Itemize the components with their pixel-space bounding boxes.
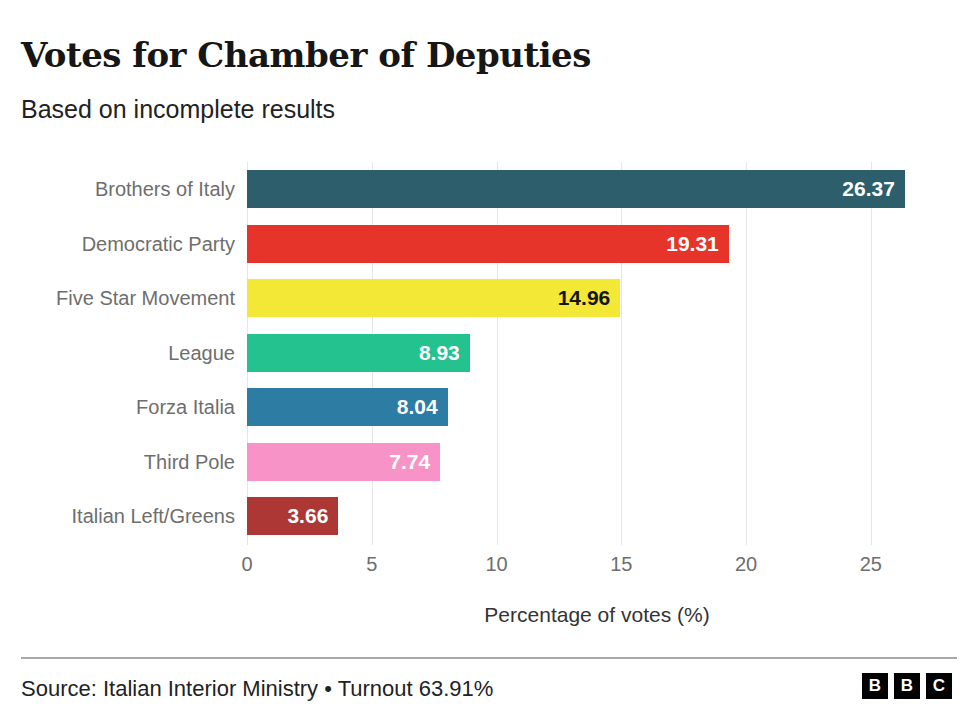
bar-value-label: 7.74 <box>389 450 440 474</box>
logo-letter-block: C <box>926 673 952 699</box>
category-label: Third Pole <box>0 443 235 481</box>
gridline <box>621 162 622 545</box>
category-label: Democratic Party <box>0 225 235 263</box>
x-tick-label: 5 <box>366 553 377 576</box>
bar: 19.31 <box>247 225 729 263</box>
bar: 3.66 <box>247 497 338 535</box>
source-text: Source: Italian Interior Ministry • Turn… <box>21 676 493 702</box>
bar: 8.04 <box>247 388 448 426</box>
gridline <box>746 162 747 545</box>
category-labels: Brothers of Italy Democratic Party Five St… <box>0 162 235 545</box>
chart-title: Votes for Chamber of Deputies <box>21 33 591 77</box>
plot-area: 26.37 19.31 14.96 8.93 8.04 7.74 3.66 <box>247 162 947 545</box>
x-axis-label: Percentage of votes (%) <box>247 603 947 627</box>
footer-divider <box>21 657 957 659</box>
category-label: Brothers of Italy <box>0 170 235 208</box>
x-tick-label: 0 <box>241 553 252 576</box>
chart-subtitle: Based on incomplete results <box>21 94 335 124</box>
x-tick-label: 10 <box>485 553 507 576</box>
category-label: Italian Left/Greens <box>0 497 235 535</box>
logo-letter-block: B <box>862 673 888 699</box>
bar-value-label: 8.04 <box>397 395 448 419</box>
bar: 8.93 <box>247 334 470 372</box>
bar: 14.96 <box>247 279 620 317</box>
bar-value-label: 3.66 <box>287 504 338 528</box>
category-label: Five Star Movement <box>0 279 235 317</box>
bar: 26.37 <box>247 170 905 208</box>
x-tick-label: 15 <box>610 553 632 576</box>
bar: 7.74 <box>247 443 440 481</box>
category-label: Forza Italia <box>0 388 235 426</box>
logo-letter-block: B <box>894 673 920 699</box>
bar-value-label: 26.37 <box>842 177 905 201</box>
gridline <box>871 162 872 545</box>
gridline <box>497 162 498 545</box>
bar-value-label: 19.31 <box>666 232 729 256</box>
x-tick-label: 20 <box>735 553 757 576</box>
bbc-logo: BBC <box>862 673 952 699</box>
bar-value-label: 14.96 <box>558 286 621 310</box>
x-tick-label: 25 <box>860 553 882 576</box>
category-label: League <box>0 334 235 372</box>
x-axis-ticks: 0510152025 <box>247 553 947 579</box>
bar-value-label: 8.93 <box>419 341 470 365</box>
